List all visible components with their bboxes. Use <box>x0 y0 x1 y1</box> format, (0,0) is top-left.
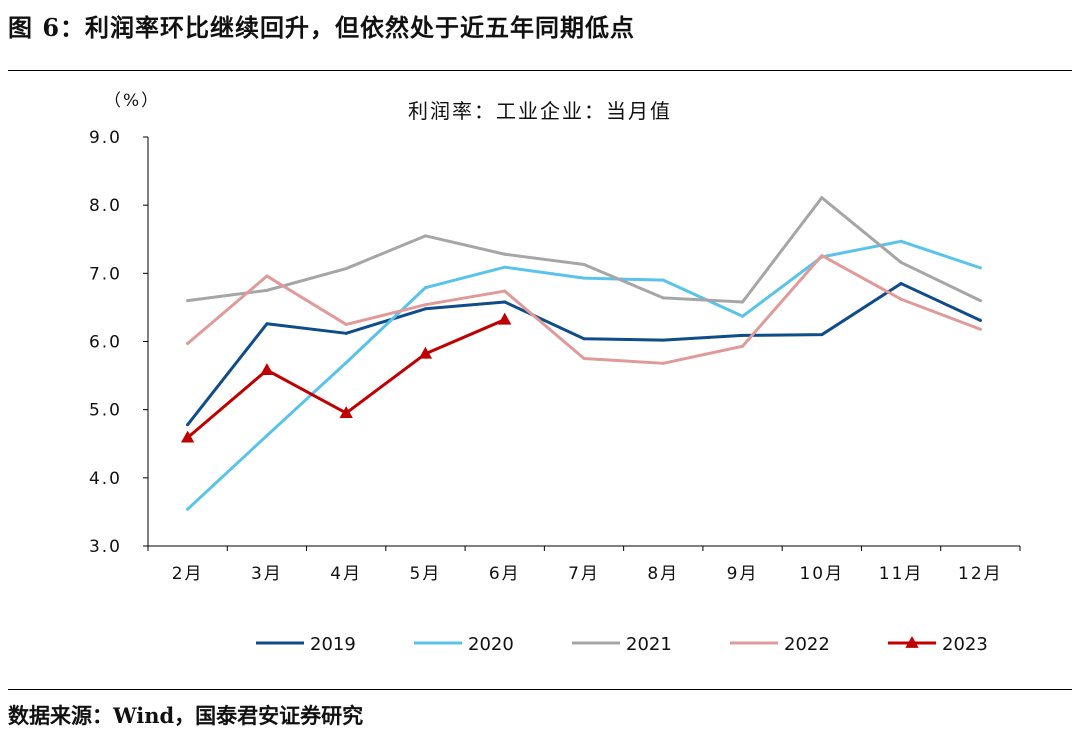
x-tick-label: 12月 <box>958 564 1003 584</box>
data-point <box>260 363 274 376</box>
y-tick-label: 6.0 <box>89 333 122 353</box>
data-point <box>265 434 269 438</box>
data-point <box>741 314 745 318</box>
legend-label: 2019 <box>310 634 356 655</box>
x-tick-label: 10月 <box>799 564 844 584</box>
data-point <box>344 361 348 365</box>
legend-item: 2023 <box>888 634 988 655</box>
data-point <box>820 196 824 200</box>
y-axis: 3.0 4.0 5.0 6.0 7.0 8.0 9.0 <box>89 128 149 557</box>
y-tick-label: 9.0 <box>89 128 122 148</box>
data-point <box>344 267 348 271</box>
data-point <box>582 262 586 266</box>
series-2023 <box>180 312 512 443</box>
data-point <box>582 337 586 341</box>
series-2021 <box>186 196 982 304</box>
data-point <box>899 297 903 301</box>
series-line-2020 <box>186 239 982 511</box>
data-point <box>418 346 433 359</box>
data-point <box>741 333 745 337</box>
data-point <box>186 342 190 346</box>
data-point <box>661 296 665 300</box>
legend-label: 2020 <box>468 634 514 655</box>
data-point <box>661 338 665 342</box>
data-point <box>661 278 665 282</box>
y-tick-label: 3.0 <box>89 537 122 557</box>
data-point <box>498 312 512 325</box>
y-tick-label: 7.0 <box>89 264 122 284</box>
data-point <box>741 344 745 348</box>
data-point <box>423 286 427 290</box>
data-point <box>978 266 982 270</box>
legend-item: 2020 <box>414 634 514 655</box>
legend-marker <box>905 636 919 648</box>
figure-title: 图 6：利润率环比继续回升，但依然处于近五年同期低点 <box>8 13 636 42</box>
data-point <box>265 288 269 292</box>
x-tick-label: 2月 <box>172 564 204 584</box>
data-point <box>820 333 824 337</box>
legend-label: 2022 <box>784 634 830 655</box>
x-tick-label: 9月 <box>727 564 759 584</box>
data-point <box>503 300 507 304</box>
data-point <box>186 507 190 511</box>
series-line-2019 <box>186 282 982 427</box>
data-point <box>265 322 269 326</box>
legend-item: 2021 <box>572 634 672 655</box>
data-point <box>741 300 745 304</box>
x-tick-label: 6月 <box>489 564 521 584</box>
data-point <box>978 327 982 331</box>
x-tick-label: 4月 <box>330 564 362 584</box>
data-point <box>503 289 507 293</box>
data-point <box>423 307 427 311</box>
data-point <box>186 423 190 427</box>
legend-label: 2023 <box>942 634 988 655</box>
series-line-2023 <box>186 318 507 440</box>
x-tick-label: 8月 <box>647 564 679 584</box>
data-point <box>344 322 348 326</box>
data-point <box>820 254 824 258</box>
legend-label: 2021 <box>626 634 672 655</box>
data-point <box>978 299 982 303</box>
data-point <box>899 282 903 286</box>
source-note: 数据来源：Wind，国泰君安证券研究 <box>8 703 364 728</box>
data-point <box>582 276 586 280</box>
data-point <box>978 318 982 322</box>
x-tick-label: 3月 <box>251 564 283 584</box>
series-layer <box>180 196 982 511</box>
series-2022 <box>186 254 982 365</box>
data-point <box>899 260 903 264</box>
data-point <box>503 252 507 256</box>
x-axis: 2月 3月 4月 5月 6月 7月 8月 9月 10月 11月 12月 <box>147 545 1021 584</box>
top-rule <box>8 70 1072 71</box>
legend: 2019 2020 2021 2022 2023 <box>256 634 988 655</box>
data-point <box>423 234 427 238</box>
data-point <box>582 357 586 361</box>
legend-item: 2019 <box>256 634 356 655</box>
data-point <box>899 239 903 243</box>
series-2019 <box>186 282 982 427</box>
data-point <box>661 361 665 365</box>
data-point <box>503 265 507 269</box>
y-tick-label: 8.0 <box>89 196 122 216</box>
y-axis-unit-label: （%） <box>104 91 160 111</box>
data-point <box>265 274 269 278</box>
data-point <box>180 430 195 443</box>
data-point <box>339 406 353 418</box>
y-tick-label: 5.0 <box>89 401 122 421</box>
x-tick-label: 7月 <box>568 564 600 584</box>
data-point <box>344 331 348 335</box>
data-point <box>186 299 190 303</box>
x-tick-label: 11月 <box>879 564 924 584</box>
bottom-rule <box>8 689 1072 690</box>
x-tick-label: 5月 <box>410 564 442 584</box>
legend-item: 2022 <box>730 634 830 655</box>
chart-title: 利润率：工业企业：当月值 <box>408 99 672 123</box>
y-tick-label: 4.0 <box>89 469 122 489</box>
data-point <box>423 303 427 307</box>
